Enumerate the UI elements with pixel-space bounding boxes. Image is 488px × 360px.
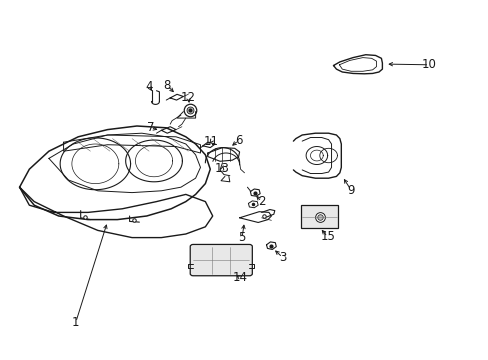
Text: 3: 3	[278, 251, 286, 264]
Text: 4: 4	[145, 80, 153, 93]
Text: 14: 14	[233, 271, 247, 284]
Text: 11: 11	[203, 135, 218, 148]
Text: 8: 8	[163, 79, 171, 92]
Text: 2: 2	[257, 195, 265, 208]
Text: 1: 1	[72, 316, 80, 329]
Text: 15: 15	[320, 230, 334, 243]
Text: 5: 5	[238, 231, 245, 244]
FancyBboxPatch shape	[190, 244, 252, 276]
Text: 12: 12	[181, 91, 195, 104]
Text: 13: 13	[215, 162, 229, 175]
Text: 10: 10	[421, 58, 436, 71]
Text: 7: 7	[146, 121, 154, 134]
Text: 6: 6	[234, 134, 242, 147]
Text: 9: 9	[346, 184, 354, 197]
FancyBboxPatch shape	[301, 205, 338, 228]
